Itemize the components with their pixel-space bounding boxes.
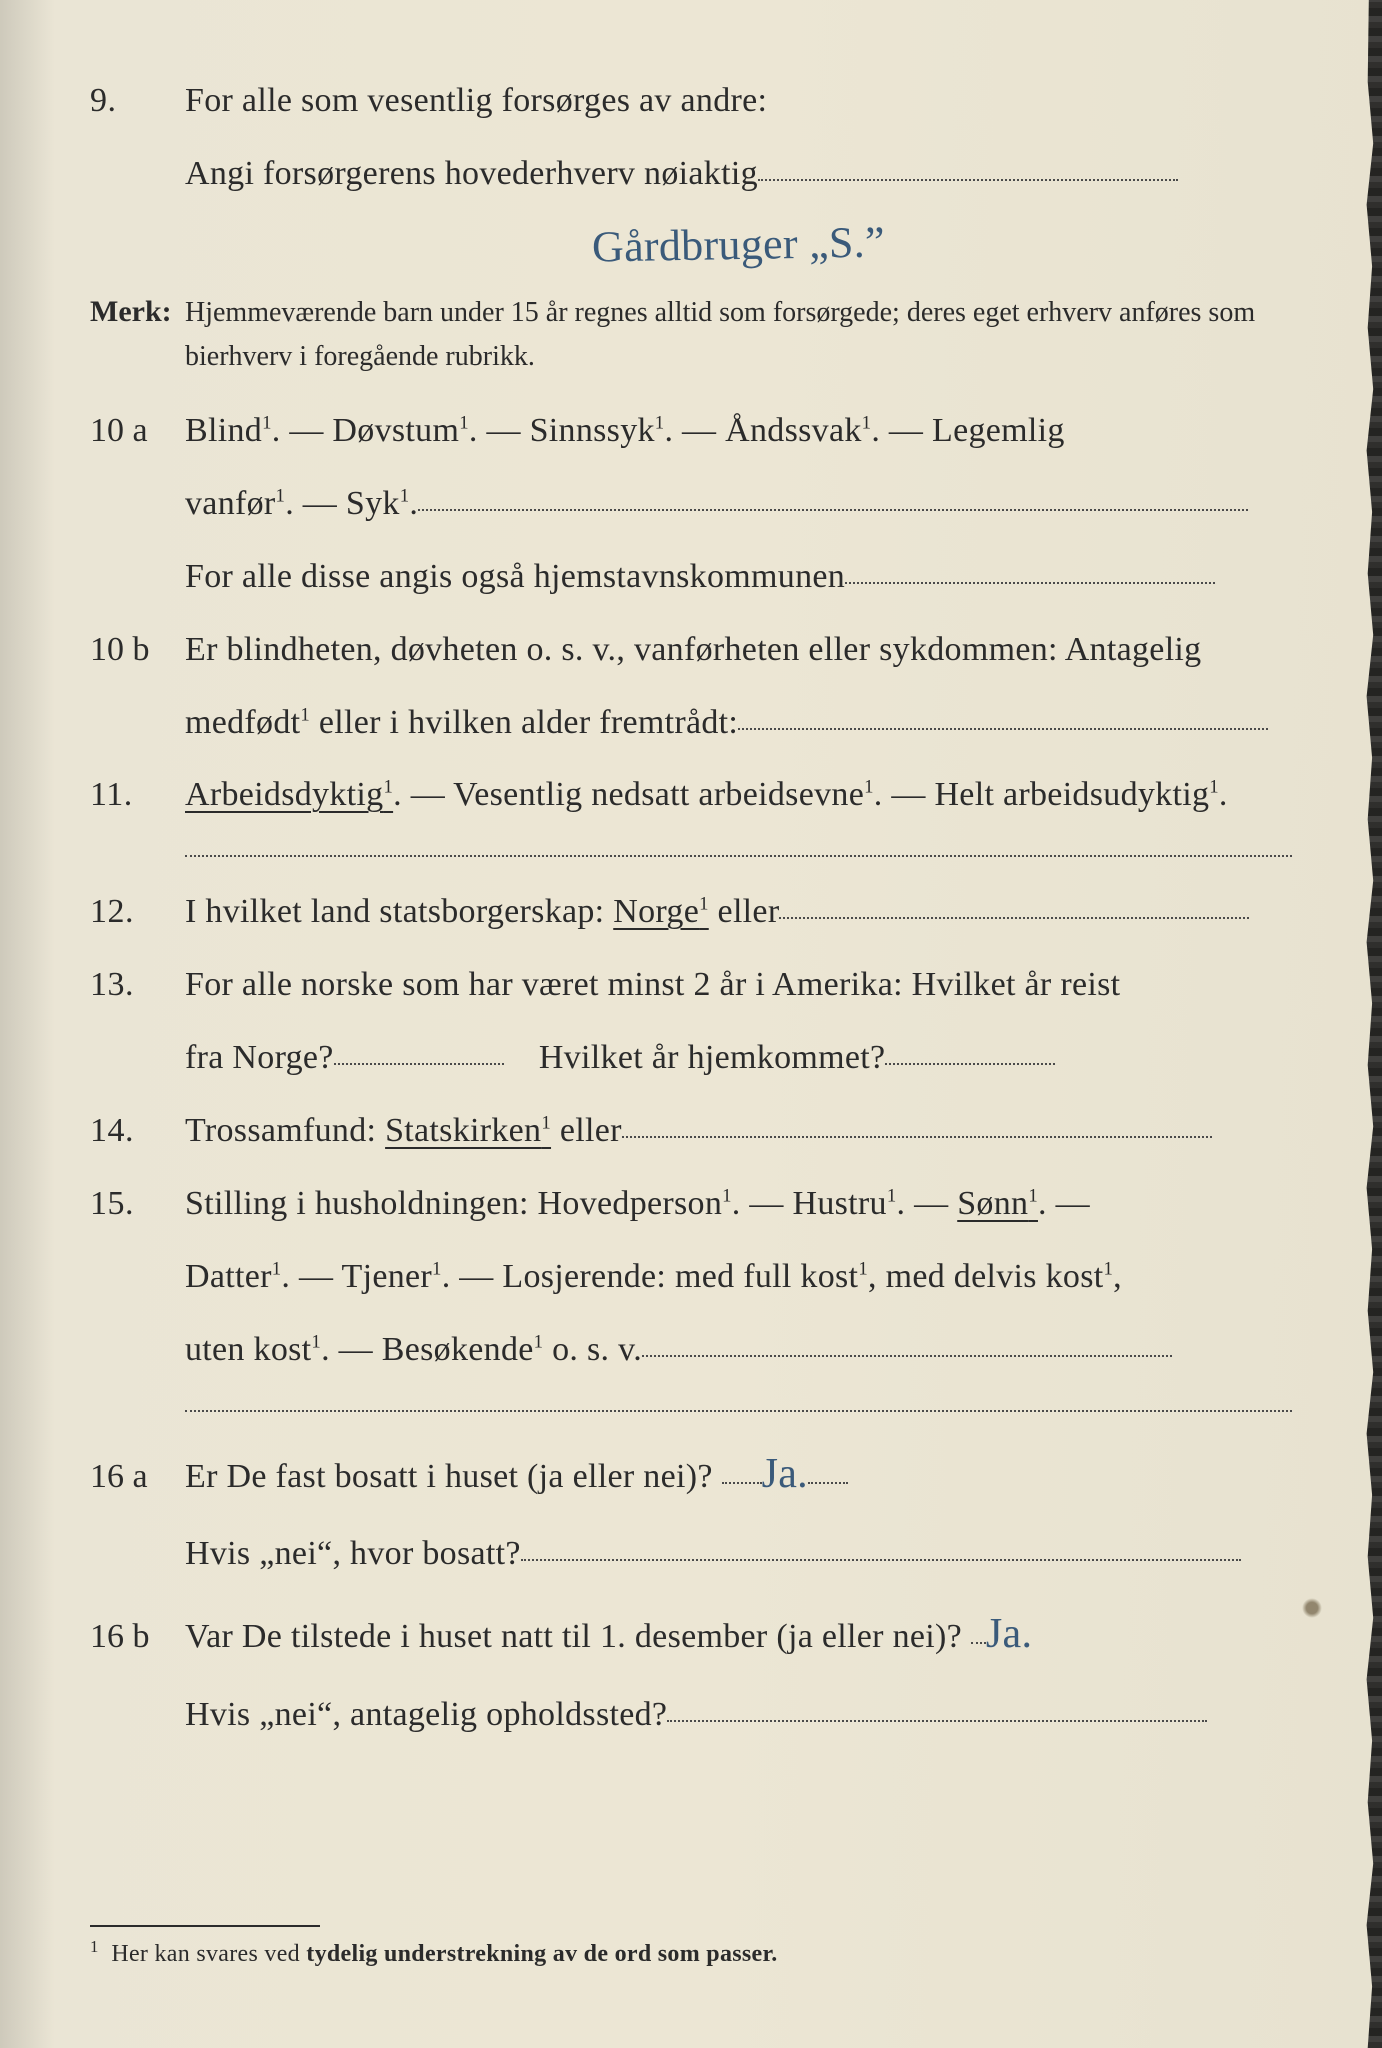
fill-line — [418, 480, 1248, 511]
q12-row: 12. I hvilket land statsborgerskap: Norg… — [90, 881, 1292, 944]
q16a-number: 16 a — [90, 1458, 185, 1496]
q10b-row1: 10 b Er blindheten, døvheten o. s. v., v… — [90, 619, 1292, 682]
q15-underlined: Sønn1 — [957, 1185, 1038, 1222]
q10a-text3: For alle disse angis også hjemstavnskomm… — [185, 558, 845, 595]
footnote-text: 1 Her kan svares ved tydelig understrekn… — [90, 1937, 1292, 1968]
q16a-row2: Hvis „nei“, hvor bosatt? — [90, 1523, 1292, 1586]
fill-line — [667, 1691, 1207, 1722]
q14-row: 14. Trossamfund: Statskirken1 eller — [90, 1100, 1292, 1163]
q13-text1: For alle norske som har været minst 2 år… — [185, 954, 1292, 1017]
q9-row2: Angi forsørgerens hovederhverv nøiaktig — [90, 143, 1292, 206]
footnote-marker: 1 — [90, 1937, 99, 1956]
fill-line — [738, 699, 1268, 730]
fill-line — [622, 1107, 1212, 1138]
q15-number: 15. — [90, 1185, 185, 1223]
q9-handwritten-answer: Gårdbruger „S.” — [591, 201, 885, 287]
q15-row1: 15. Stilling i husholdningen: Hovedperso… — [90, 1173, 1292, 1236]
q12-post: eller — [709, 893, 780, 930]
q16b-row1: 16 b Var De tilstede i huset natt til 1.… — [90, 1596, 1292, 1674]
q14-option: Statskirken1 — [385, 1112, 551, 1149]
merk-text: Hjemmeværende barn under 15 år regnes al… — [185, 291, 1292, 378]
q16a-sub: Hvis „nei“, hvor bosatt? — [185, 1535, 521, 1572]
fill-line — [722, 1453, 762, 1484]
separator-1 — [185, 855, 1292, 857]
q15-row3: uten kost1. — Besøkende1 o. s. v. — [90, 1319, 1292, 1382]
q10a-row2: vanfør1. — Syk1. — [90, 473, 1292, 536]
q16a-question: Er De fast bosatt i huset (ja eller nei)… — [185, 1458, 713, 1495]
q9-row1: 9. For alle som vesentlig forsørges av a… — [90, 70, 1292, 133]
fill-line — [521, 1530, 1241, 1561]
fill-line — [758, 150, 1178, 181]
census-form-page: 9. For alle som vesentlig forsørges av a… — [0, 0, 1382, 2048]
footnote-a: Her kan svares ved — [111, 1941, 306, 1967]
q12-option: Norge1 — [613, 893, 709, 930]
fill-line — [885, 1034, 1055, 1065]
q13-row2: fra Norge? Hvilket år hjemkommet? — [90, 1027, 1292, 1090]
footnote-block: 1 Her kan svares ved tydelig understrekn… — [90, 1925, 1292, 1968]
q11-underlined: Arbeidsdyktig1 — [185, 776, 393, 813]
fill-line — [642, 1326, 1172, 1357]
q10b-row2: medfødt1 eller i hvilken alder fremtrådt… — [90, 692, 1292, 755]
right-deckle-edge — [1360, 0, 1382, 2048]
left-shadow — [0, 0, 55, 2048]
q11-row: 11. Arbeidsdyktig1. — Vesentlig nedsatt … — [90, 764, 1292, 827]
fill-line — [971, 1613, 986, 1644]
merk-label: Merk: — [90, 295, 185, 329]
merk-row: Merk: Hjemmeværende barn under 15 år reg… — [90, 291, 1292, 378]
q13-row1: 13. For alle norske som har været minst … — [90, 954, 1292, 1017]
q10b-text2: medfødt1 eller i hvilken alder fremtrådt… — [185, 704, 738, 741]
q11-number: 11. — [90, 776, 185, 814]
q13-b: Hvilket år hjemkommet? — [539, 1039, 886, 1076]
q10b-number: 10 b — [90, 631, 185, 669]
q9-handwriting-row: Gårdbruger „S.” — [90, 204, 1292, 285]
q15-text2: Datter1. — Tjener1. — Losjerende: med fu… — [185, 1246, 1292, 1309]
q9-label: Angi forsørgerens hovederhverv nøiaktig — [185, 155, 758, 192]
q14-pre: Trossamfund: — [185, 1112, 385, 1149]
q16b-answer: Ja. — [986, 1611, 1032, 1657]
q16b-question: Var De tilstede i huset natt til 1. dese… — [185, 1618, 962, 1655]
q14-number: 14. — [90, 1112, 185, 1150]
q9-text1: For alle som vesentlig forsørges av andr… — [185, 70, 1292, 133]
q10a-text1: Blind1. — Døvstum1. — Sinnssyk1. — Åndss… — [185, 400, 1292, 463]
q12-number: 12. — [90, 893, 185, 931]
q11-rest: . — Vesentlig nedsatt arbeidsevne1. — He… — [393, 776, 1228, 813]
q10a-row1: 10 a Blind1. — Døvstum1. — Sinnssyk1. — … — [90, 400, 1292, 463]
q15-text3: uten kost1. — Besøkende1 o. s. v. — [185, 1331, 642, 1368]
q13-number: 13. — [90, 966, 185, 1004]
fill-line — [334, 1034, 504, 1065]
q9-number: 9. — [90, 82, 185, 120]
footnote-b: tydelig understrekning av de ord som pas… — [306, 1941, 777, 1967]
q13-a: fra Norge? — [185, 1039, 334, 1076]
fill-line — [845, 553, 1215, 584]
q10a-row3: For alle disse angis også hjemstavnskomm… — [90, 546, 1292, 609]
q15-pre: Stilling i husholdningen: Hovedperson1. … — [185, 1185, 957, 1222]
q16a-answer: Ja. — [762, 1451, 808, 1497]
paper-stain — [1302, 1598, 1322, 1618]
q15-row2: Datter1. — Tjener1. — Losjerende: med fu… — [90, 1246, 1292, 1309]
q10b-text1: Er blindheten, døvheten o. s. v., vanfør… — [185, 619, 1292, 682]
q9-text2: Angi forsørgerens hovederhverv nøiaktig — [185, 143, 1292, 206]
q12-pre: I hvilket land statsborgerskap: — [185, 893, 613, 930]
fill-line — [808, 1453, 848, 1484]
q16b-number: 16 b — [90, 1618, 185, 1656]
q15-post: . — — [1038, 1185, 1090, 1222]
q16a-row1: 16 a Er De fast bosatt i huset (ja eller… — [90, 1436, 1292, 1514]
q10a-text2: vanfør1. — Syk1. — [185, 485, 418, 522]
separator-2 — [185, 1410, 1292, 1412]
q10a-number: 10 a — [90, 412, 185, 450]
q16b-row2: Hvis „nei“, antagelig opholdssted? — [90, 1684, 1292, 1747]
footnote-rule — [90, 1925, 320, 1927]
q14-post: eller — [551, 1112, 622, 1149]
q16b-sub: Hvis „nei“, antagelig opholdssted? — [185, 1696, 667, 1733]
fill-line — [779, 888, 1249, 919]
